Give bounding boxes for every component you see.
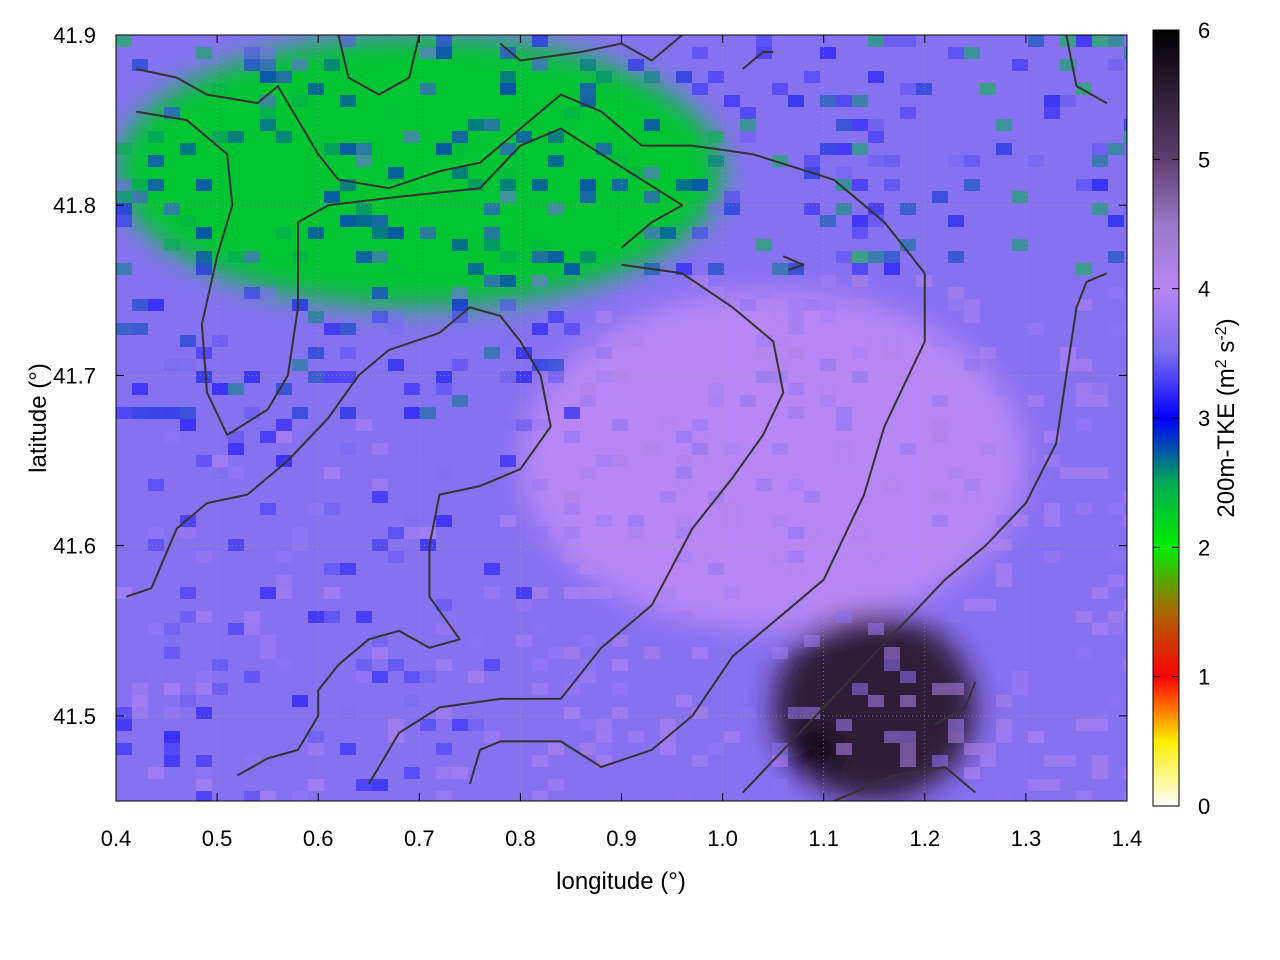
contour-line <box>337 35 421 96</box>
x-axis-title: longitude (°) <box>556 868 686 895</box>
contour-lines <box>125 35 1108 801</box>
x-tick-label: 0.7 <box>404 826 435 851</box>
x-tick-label: 0.5 <box>202 826 233 851</box>
contour-line <box>499 35 683 62</box>
field-region-peak <box>791 727 836 772</box>
grid-lines <box>116 35 1127 801</box>
heatmap-field <box>116 35 1127 801</box>
x-tick-label: 1.1 <box>808 826 839 851</box>
y-tick-label: 41.7 <box>53 363 96 388</box>
y-tick-label: 41.6 <box>53 534 96 559</box>
y-tick-label: 41.8 <box>53 193 96 218</box>
x-tick-label: 1.2 <box>910 826 941 851</box>
colorbar-tick-label: 0 <box>1198 794 1210 819</box>
y-tick-label: 41.9 <box>53 23 96 48</box>
x-tick-label: 0.4 <box>101 826 132 851</box>
colorbar-tick-label: 4 <box>1198 277 1210 302</box>
contour-line <box>1065 35 1108 104</box>
colorbar-tick-label: 6 <box>1198 18 1210 43</box>
y-tick-label: 41.5 <box>53 704 96 729</box>
contour-line <box>934 681 977 726</box>
colorbar-ticks: 0 1 2 3 4 5 6 <box>1153 18 1210 819</box>
contour-line <box>136 110 684 436</box>
y-axis-title: latitude (°) <box>25 363 52 473</box>
x-tick-label: 1.3 <box>1011 826 1042 851</box>
colorbar-tick-label: 1 <box>1198 665 1210 690</box>
contour-line <box>135 68 926 274</box>
x-tick-label: 1.4 <box>1112 826 1143 851</box>
field-region-central-plain <box>520 290 1026 631</box>
colorbar-tick-label: 2 <box>1198 535 1210 560</box>
contour-line <box>742 272 1108 794</box>
x-tick-label: 0.9 <box>606 826 637 851</box>
axis-ticks: 0.4 0.5 0.6 0.7 0.8 0.9 1.0 1.1 1.2 1.3 1.4 41.5 41.… <box>53 23 1142 851</box>
x-tick-label: 1.0 <box>707 826 738 851</box>
contour-line <box>782 255 805 271</box>
colorbar-tick-label: 3 <box>1198 406 1210 431</box>
colorbar-title: 200m-TKE (m2 s-2) <box>1213 318 1241 517</box>
contour-line <box>742 51 774 70</box>
contour-line <box>833 766 977 801</box>
contour-line <box>367 263 785 785</box>
contour-line <box>468 273 926 785</box>
contour-line <box>125 306 552 777</box>
heatmap-cells <box>116 35 1127 801</box>
colorbar-tick-label: 5 <box>1198 147 1210 172</box>
x-tick-label: 0.8 <box>505 826 536 851</box>
x-tick-label: 0.6 <box>303 826 334 851</box>
